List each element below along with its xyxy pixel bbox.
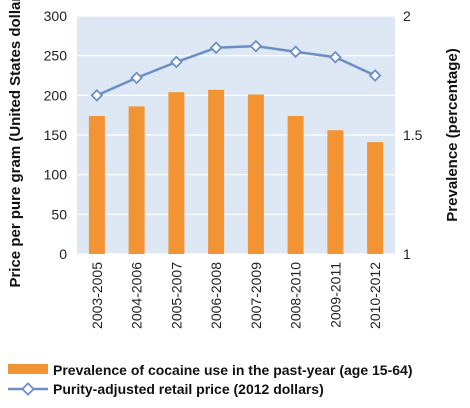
- line-point: [130, 71, 143, 85]
- y-right-tick-label: 2: [403, 8, 411, 24]
- line-point: [368, 69, 382, 82]
- y-left-tick-label: 200: [44, 87, 68, 103]
- x-tick-label: 2010-2012: [367, 262, 383, 329]
- bar: [88, 115, 105, 255]
- bar: [367, 142, 384, 254]
- y-left-tick-label: 0: [59, 246, 67, 262]
- bar: [168, 92, 185, 254]
- bar-series: [88, 89, 384, 255]
- y-right-tick-label: 1: [403, 246, 411, 262]
- line-point: [289, 45, 302, 59]
- bar: [208, 89, 225, 254]
- x-tick-label: 2003-2005: [89, 262, 105, 329]
- y-left-tick-label: 300: [44, 8, 68, 24]
- line-point: [329, 50, 342, 64]
- x-tick-label: 2006-2008: [208, 262, 224, 329]
- y-left-tick-label: 150: [44, 127, 68, 143]
- bar: [287, 115, 304, 255]
- line-series: [90, 39, 382, 102]
- legend: Prevalence of cocaine use in the past-ye…: [8, 362, 413, 397]
- bar: [247, 94, 264, 254]
- legend-marker-diamond: [21, 382, 35, 396]
- y-axis-right-title: Prevalence (percentage): [444, 48, 461, 221]
- line-point: [90, 88, 104, 102]
- line-path: [96, 44, 376, 97]
- x-axis-ticks: 2003-2005 2004-2006 2005-2007 2006-2008 2007…: [89, 262, 383, 329]
- x-tick-label: 2007-2009: [248, 262, 264, 329]
- y-axis-left-title: Price per pure gram (United States dolla…: [7, 0, 24, 288]
- y-left-tick-label: 250: [44, 48, 68, 64]
- x-tick-label: 2005-2007: [168, 262, 184, 329]
- x-tick-label: 2008-2010: [288, 262, 304, 329]
- legend-label-bar: Prevalence of cocaine use in the past-ye…: [53, 362, 413, 378]
- y-left-tick-label: 100: [44, 167, 68, 183]
- line-point: [209, 41, 223, 55]
- legend-label-line: Purity-adjusted retail price (2012 dolla…: [53, 381, 324, 397]
- y-right-tick-label: 1.5: [403, 127, 423, 143]
- left-axis-ticks: 0 50 100 150 200 250 300: [44, 8, 68, 262]
- bar: [128, 106, 145, 254]
- y-left-tick-label: 50: [51, 206, 67, 222]
- line-point: [170, 55, 183, 69]
- x-tick-label: 2004-2006: [129, 262, 145, 329]
- x-tick-label: 2009-2011: [327, 262, 343, 328]
- right-axis-ticks: 11.52: [403, 8, 423, 262]
- legend-swatch-bar: [8, 364, 48, 374]
- line-point: [249, 39, 263, 53]
- bar: [327, 130, 344, 254]
